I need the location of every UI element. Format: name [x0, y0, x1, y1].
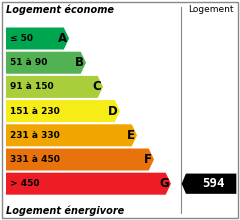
- Text: > 450: > 450: [10, 179, 39, 188]
- Text: B: B: [75, 56, 84, 69]
- Text: 231 à 330: 231 à 330: [10, 131, 59, 140]
- Polygon shape: [6, 173, 171, 195]
- Text: G: G: [159, 177, 169, 190]
- Text: 51 à 90: 51 à 90: [10, 58, 47, 67]
- Text: 151 à 230: 151 à 230: [10, 107, 59, 116]
- Polygon shape: [6, 52, 86, 74]
- Text: 91 à 150: 91 à 150: [10, 82, 53, 91]
- Polygon shape: [6, 76, 103, 98]
- Polygon shape: [6, 28, 69, 50]
- Polygon shape: [6, 148, 154, 170]
- Text: C: C: [92, 80, 101, 94]
- Polygon shape: [6, 100, 120, 122]
- Text: Logement énergivore: Logement énergivore: [6, 206, 124, 216]
- Text: ≤ 50: ≤ 50: [10, 34, 33, 43]
- Text: 331 à 450: 331 à 450: [10, 155, 60, 164]
- Text: Logement: Logement: [188, 6, 234, 14]
- Text: F: F: [144, 153, 152, 166]
- Text: 594: 594: [202, 177, 225, 190]
- Polygon shape: [6, 124, 137, 146]
- Text: Logement économe: Logement économe: [6, 5, 114, 15]
- Polygon shape: [182, 174, 236, 194]
- Text: A: A: [58, 32, 67, 45]
- Text: D: D: [108, 104, 118, 118]
- Text: E: E: [127, 129, 135, 142]
